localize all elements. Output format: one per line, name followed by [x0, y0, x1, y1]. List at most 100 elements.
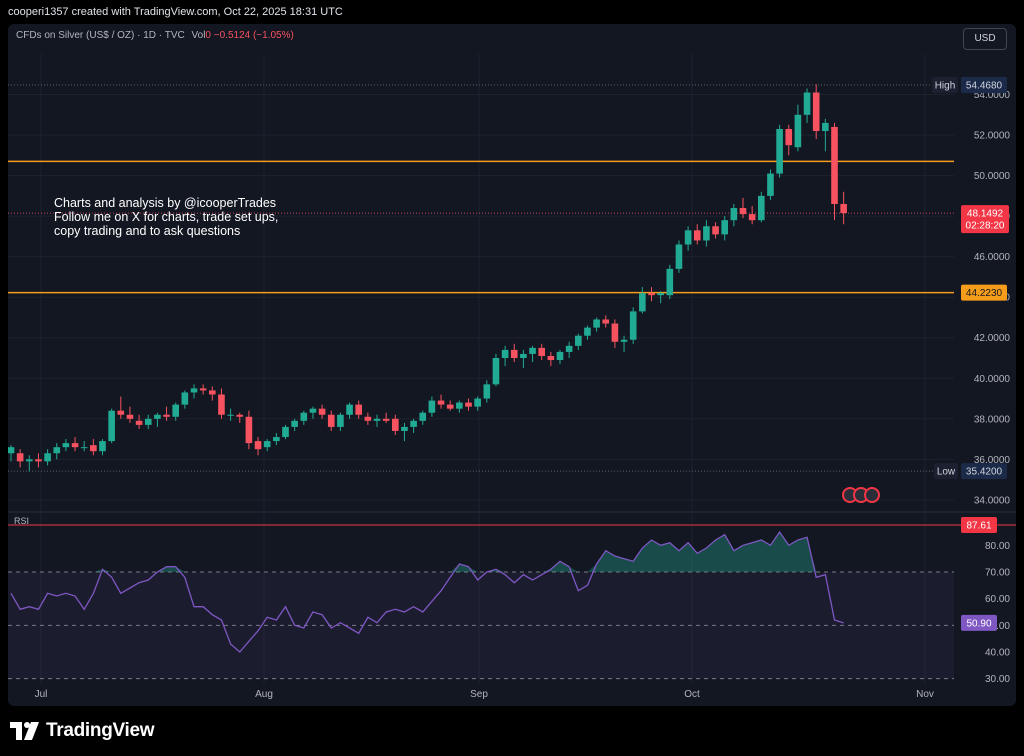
economic-event-icon [864, 487, 880, 503]
candle-up [675, 244, 683, 269]
candlestick-chart[interactable]: 34.000036.000038.000040.000042.000044.00… [8, 24, 1016, 706]
candle-down [236, 414, 244, 417]
rsi-last-value-tag-bg [961, 614, 997, 631]
candle-up [190, 388, 198, 393]
candle-up [181, 392, 189, 405]
candle-up [8, 447, 15, 454]
candle-down [382, 418, 390, 421]
candle-down [812, 92, 820, 132]
candle-up [730, 208, 738, 221]
text-annotation[interactable]: Charts and analysis by @icooperTrades Fo… [54, 196, 279, 238]
time-axis-tick-label: Nov [916, 689, 934, 700]
currency-button[interactable]: USD [963, 28, 1007, 50]
candle-up [684, 230, 692, 245]
candle-up [428, 400, 436, 413]
candle-up [474, 398, 481, 407]
price-axis-tick-label: 46.0000 [974, 252, 1011, 263]
candle-up [657, 293, 664, 296]
candle-down [739, 208, 747, 215]
candle-up [721, 220, 728, 235]
candle-down [510, 349, 518, 358]
rsi-line [10, 530, 844, 653]
last-price-tag: 48.1492 [967, 209, 1004, 220]
candle-down [126, 414, 134, 419]
candle-up [456, 402, 463, 409]
price-axis-tick-label: 50.0000 [974, 171, 1011, 182]
candle-down [35, 459, 42, 462]
candle-down [547, 355, 555, 361]
candle-up [556, 351, 564, 361]
candle-countdown: 02:28:20 [966, 221, 1005, 232]
candle-up [520, 353, 527, 358]
level-price-tag: 44.2230 [966, 288, 1003, 299]
candle-up [309, 408, 317, 413]
candle-up [62, 443, 70, 448]
tradingview-logo[interactable]: TradingView [10, 720, 155, 742]
level-price-tag-bg [961, 284, 1007, 301]
candle-up [703, 226, 710, 241]
candle-down [71, 443, 79, 448]
candle-down [611, 323, 619, 342]
candle-down [392, 418, 399, 431]
candle-down [218, 394, 225, 415]
rsi-level-tag-bg [961, 517, 997, 534]
low-value-tag: 35.4200 [966, 467, 1003, 478]
time-axis-tick-label: Jul [35, 689, 48, 700]
candle-down [840, 203, 847, 214]
candle-up [639, 293, 646, 312]
candle-up [666, 268, 674, 296]
candle-up [410, 420, 417, 427]
candle-up [337, 414, 344, 427]
volume-label: Vol [191, 30, 206, 41]
price-axis-tick-label: 54.0000 [974, 90, 1011, 101]
chart-legend: CFDs on Silver (US$ / OZ) · 1D · TVC Vol… [16, 30, 294, 41]
candle-up [26, 459, 33, 462]
rsi-axis-tick-label: 50.00 [985, 621, 1010, 632]
candle-down [209, 390, 216, 395]
candle-up [584, 327, 591, 336]
candle-up [99, 441, 106, 452]
rsi-axis-tick-label: 70.00 [985, 568, 1010, 579]
candle-down [16, 453, 24, 462]
candle-down [437, 400, 445, 405]
candle-up [273, 437, 280, 442]
symbol-title[interactable]: CFDs on Silver (US$ / OZ) · 1D · TVC [16, 30, 185, 41]
candle-down [327, 414, 335, 427]
candle-up [401, 426, 408, 431]
candle-down [135, 420, 143, 425]
rsi-axis-tick-label: 30.00 [985, 674, 1010, 685]
candle-down [199, 388, 207, 391]
candle-up [620, 339, 628, 342]
high-label: High [935, 81, 956, 92]
price-axis-tick-label: 52.0000 [974, 131, 1011, 142]
candle-down [538, 347, 545, 356]
candle-up [227, 414, 234, 416]
attribution-text: cooperi1357 created with TradingView.com… [8, 6, 343, 18]
price-axis-tick-label: 34.0000 [974, 495, 1011, 506]
candle-up [794, 114, 802, 148]
high-value-tag-bg [961, 77, 1007, 94]
footer: TradingView [0, 706, 1024, 756]
time-axis-tick-label: Oct [684, 689, 700, 700]
candle-up [373, 418, 381, 421]
candle-up [767, 173, 774, 196]
high-label-bg [932, 77, 958, 94]
candle-down [712, 226, 719, 235]
candle-up [565, 345, 573, 352]
price-axis-tick-label: 38.0000 [974, 414, 1011, 425]
candle-up [53, 447, 61, 454]
candle-up [44, 453, 51, 462]
candle-down [693, 230, 701, 241]
candle-up [822, 122, 829, 132]
price-change: −0.5124 (−1.05%) [213, 30, 294, 41]
candle-up [282, 426, 289, 438]
candle-up [300, 412, 308, 421]
candle-up [629, 311, 637, 340]
price-axis-tick-label: 40.0000 [974, 374, 1011, 385]
volume-value: 0 [205, 30, 211, 41]
candle-up [346, 404, 353, 415]
chart-frame: 34.000036.000038.000040.000042.000044.00… [8, 24, 1016, 706]
candle-down [446, 404, 454, 409]
candle-down [748, 214, 756, 221]
time-axis-tick-label: Aug [255, 689, 273, 700]
